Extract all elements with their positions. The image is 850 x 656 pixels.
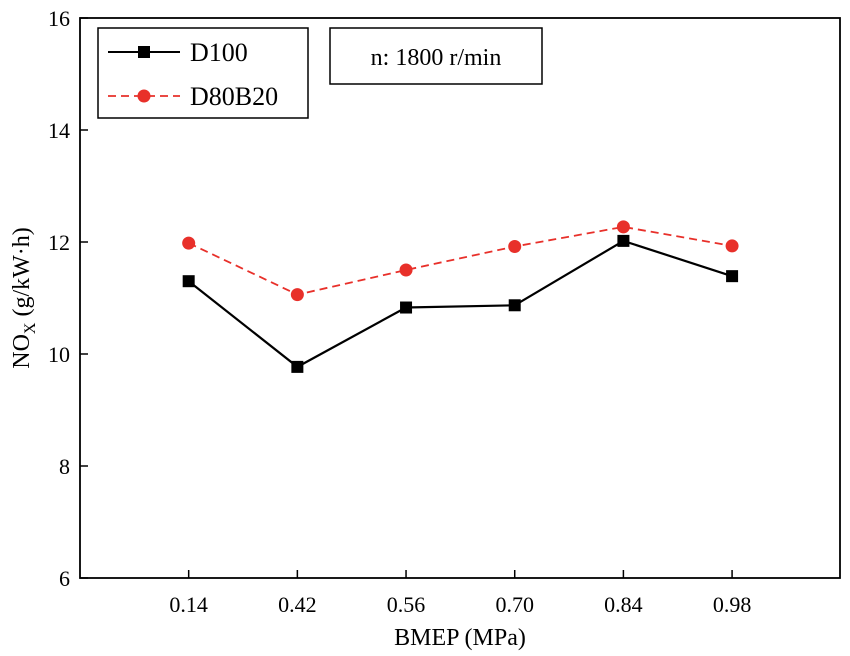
legend-marker-d80b20 bbox=[137, 89, 151, 103]
point-d80b20-0.56 bbox=[399, 263, 413, 277]
point-d100-0.42 bbox=[291, 360, 304, 373]
point-d100-0.14 bbox=[182, 275, 195, 288]
y-axis-title-main: NO bbox=[9, 334, 35, 369]
series-layer bbox=[182, 220, 739, 373]
y-tick-label-8: 8 bbox=[59, 454, 70, 479]
y-axis: 6 8 10 12 14 16 bbox=[48, 6, 88, 591]
x-tick-label-0.98: 0.98 bbox=[713, 592, 752, 617]
point-d80b20-0.42 bbox=[290, 288, 304, 302]
legend-label-d100: D100 bbox=[190, 38, 248, 67]
series-line-d80b20 bbox=[188, 225, 733, 296]
x-tick-label-0.42: 0.42 bbox=[278, 592, 317, 617]
point-d100-0.84 bbox=[617, 234, 630, 247]
x-tick-label-0.84: 0.84 bbox=[604, 592, 643, 617]
plot-area-frame bbox=[79, 17, 841, 579]
point-d80b20-0.14 bbox=[182, 236, 196, 250]
point-d100-0.70 bbox=[508, 299, 521, 312]
x-tick-label-0.70: 0.70 bbox=[495, 592, 534, 617]
x-tick-label-0.56: 0.56 bbox=[387, 592, 426, 617]
x-tick-label-0.14: 0.14 bbox=[169, 592, 208, 617]
legend: D100 D80B20 bbox=[97, 27, 309, 119]
y-axis-title-subscript: X bbox=[22, 322, 39, 334]
point-d80b20-0.98 bbox=[725, 239, 739, 253]
y-axis-title-units: (g/kW·h) bbox=[9, 227, 35, 322]
y-axis-title: NOX (g/kW·h) bbox=[9, 227, 39, 369]
x-axis-title: BMEP (MPa) bbox=[394, 625, 526, 651]
y-tick-label-12: 12 bbox=[48, 230, 70, 255]
series-line-d100 bbox=[188, 239, 733, 369]
y-tick-label-6: 6 bbox=[59, 566, 70, 591]
speed-annotation: n: 1800 r/min bbox=[329, 27, 543, 85]
legend-marker-d100 bbox=[138, 46, 150, 58]
point-d80b20-0.70 bbox=[508, 239, 522, 253]
point-d100-0.98 bbox=[726, 270, 739, 283]
x-axis: 0.14 0.42 0.56 0.70 0.84 0.98 bbox=[169, 570, 751, 617]
y-tick-label-16: 16 bbox=[48, 6, 70, 31]
annotation-text: n: 1800 r/min bbox=[371, 45, 502, 71]
legend-box bbox=[97, 27, 309, 119]
y-tick-label-14: 14 bbox=[48, 118, 70, 143]
legend-label-d80b20: D80B20 bbox=[190, 82, 278, 111]
point-d100-0.56 bbox=[400, 301, 413, 314]
y-tick-label-10: 10 bbox=[48, 342, 70, 367]
point-d80b20-0.84 bbox=[616, 220, 630, 234]
annotation-box bbox=[329, 27, 543, 85]
